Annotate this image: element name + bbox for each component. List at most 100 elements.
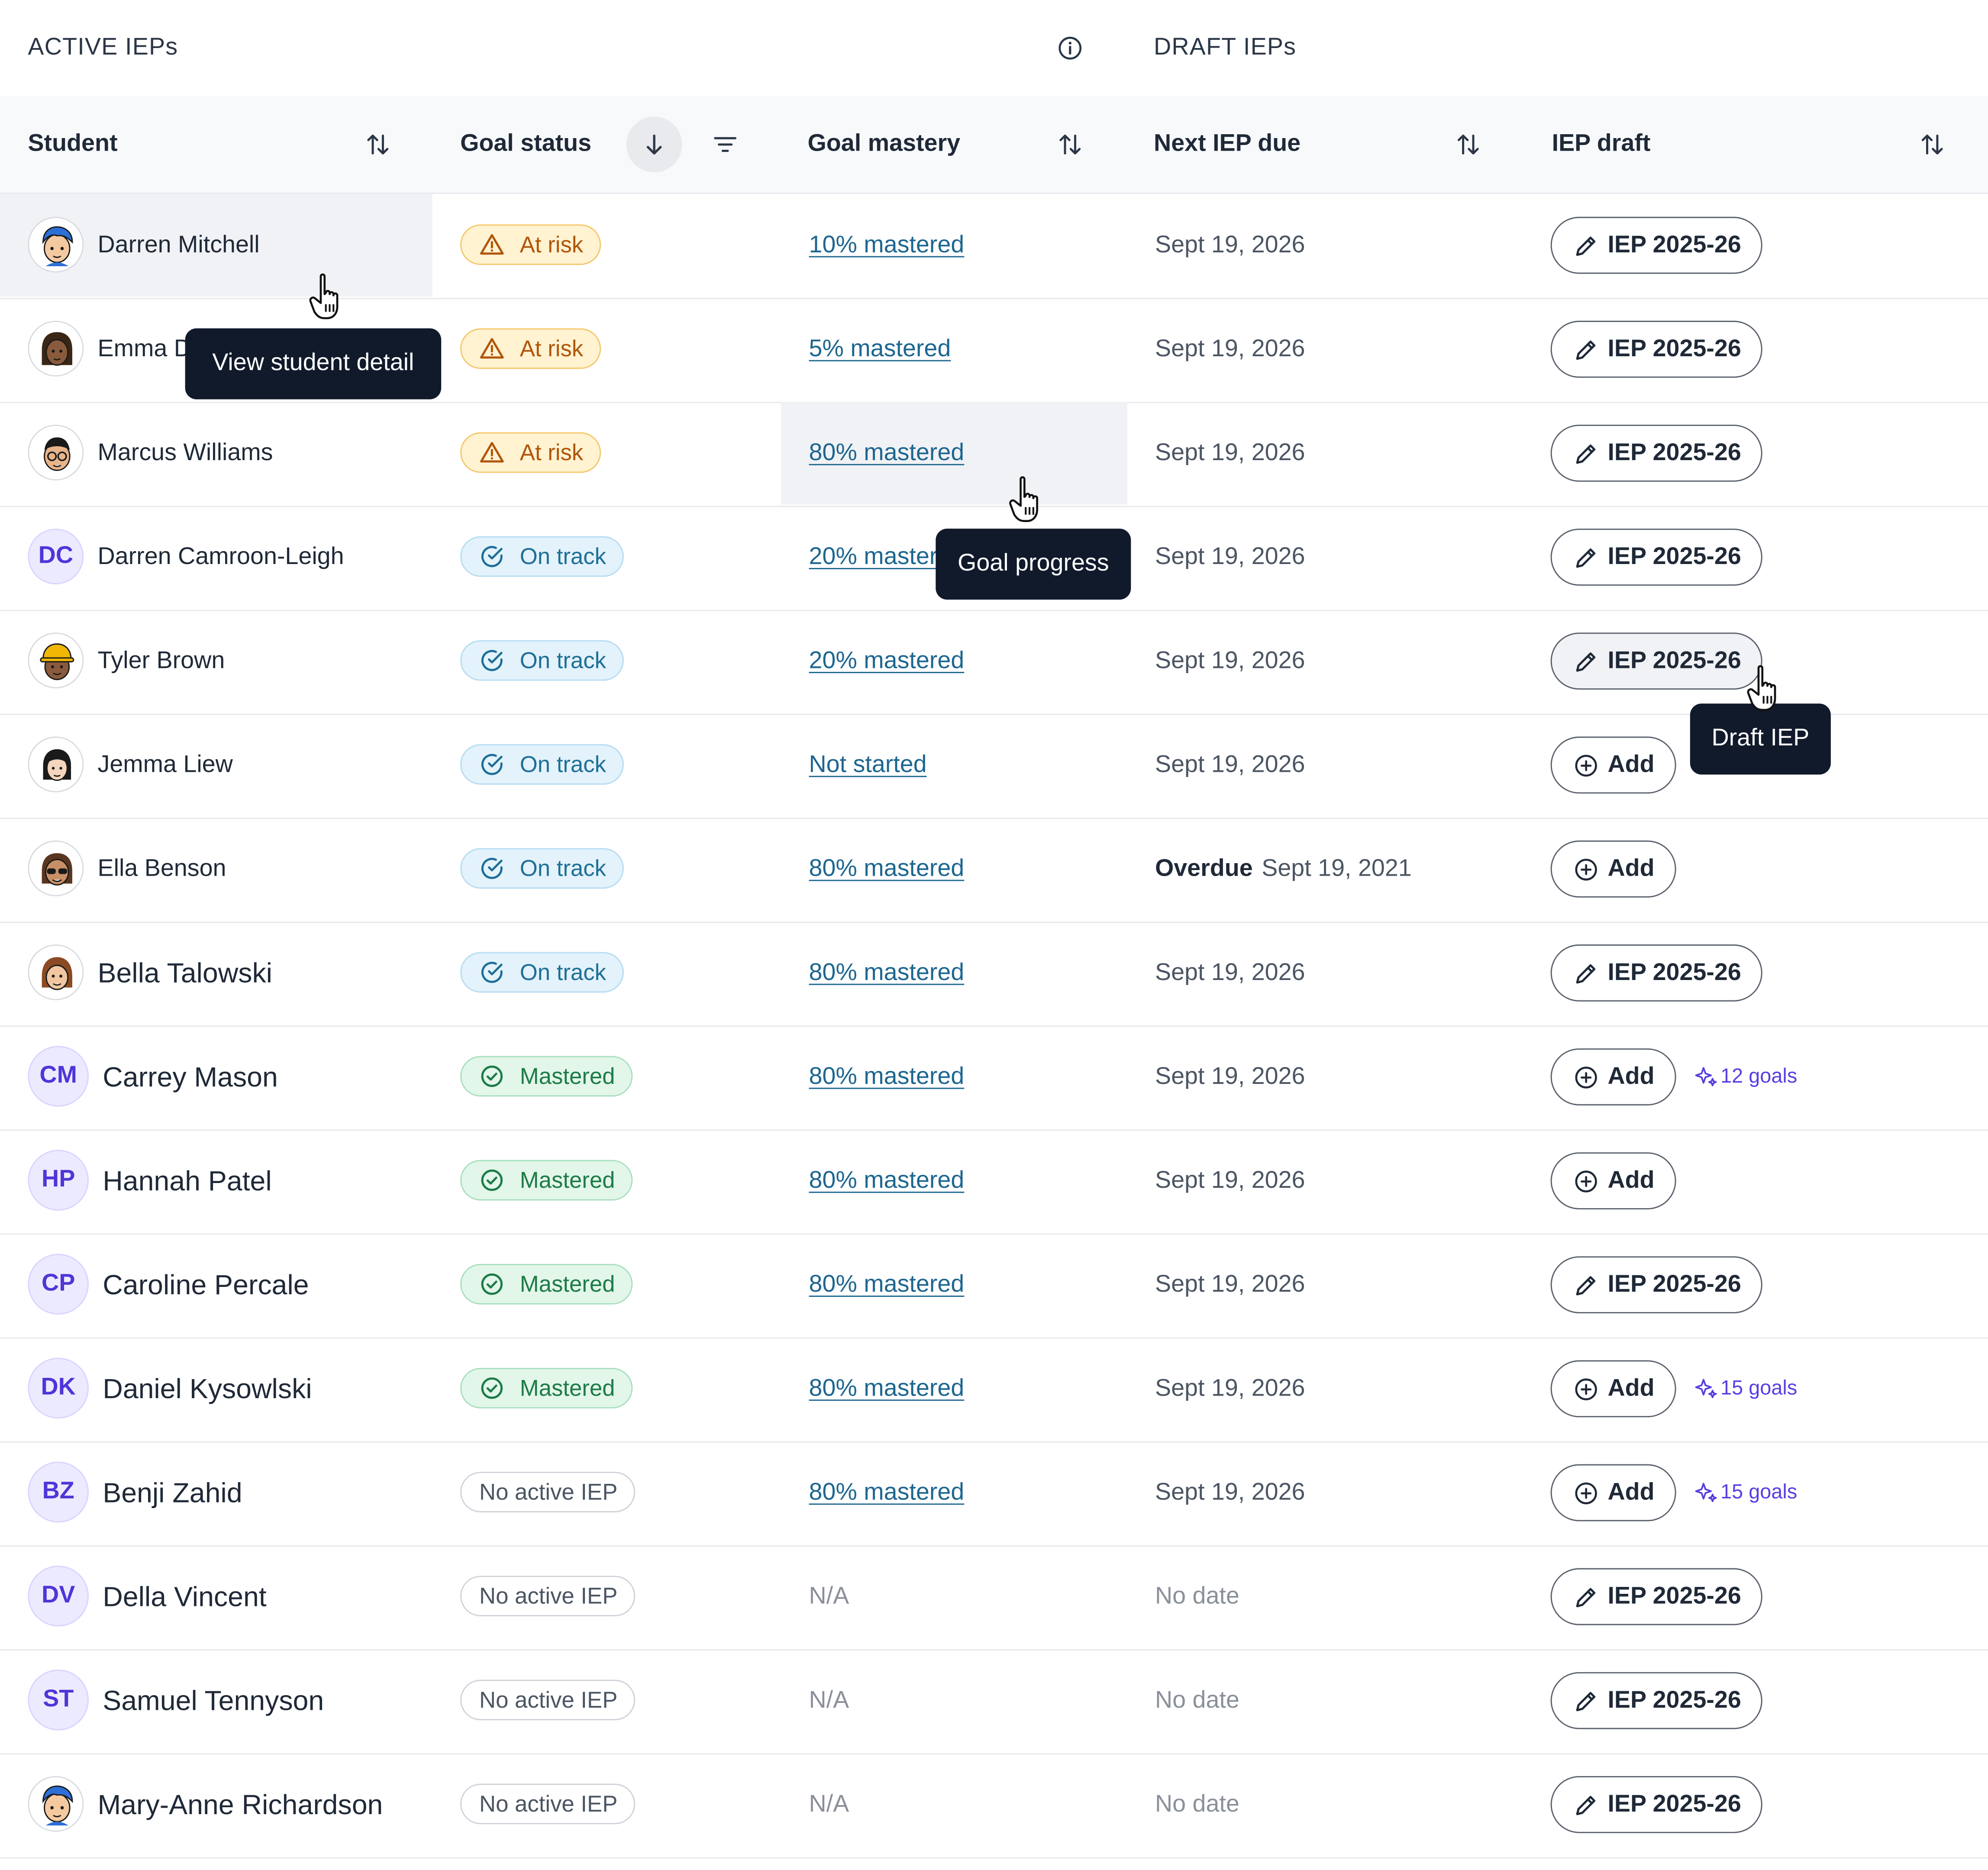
sort-next-iep-due-icon[interactable]	[1450, 127, 1486, 162]
goal-mastery-link[interactable]: 5% mastered	[809, 335, 951, 362]
student-name-link[interactable]: Ella Benson	[97, 855, 226, 882]
goal-mastery-link[interactable]: 80% mastered	[809, 1270, 965, 1298]
student-name-link[interactable]: Caroline Percale	[103, 1268, 309, 1300]
student-name-link[interactable]: Darren Camroon-Leigh	[97, 543, 344, 570]
goal-mastery-link[interactable]: 20% mastered	[809, 647, 965, 674]
goal-status-badge: Mastered	[460, 1264, 633, 1305]
add-iep-draft-button[interactable]: Add	[1550, 1048, 1676, 1106]
goal-mastery-link[interactable]: 20% master	[809, 543, 938, 570]
add-iep-draft-button[interactable]: Add	[1550, 1360, 1676, 1418]
next-iep-due: No date	[1155, 1686, 1239, 1714]
student-name-link[interactable]: Mary-Anne Richardson	[97, 1788, 383, 1820]
goal-mastery-link[interactable]: 80% mastered	[809, 1375, 965, 1402]
add-iep-draft-button[interactable]: Add	[1550, 1464, 1676, 1522]
iep-draft-button[interactable]: IEP 2025-26	[1550, 632, 1763, 690]
pencil-icon	[1573, 1584, 1599, 1609]
goal-mastery-link[interactable]: 80% mastered	[809, 959, 965, 986]
table-row[interactable]: Jemma Liew On track Not started Sept 19, 20…	[0, 714, 1988, 819]
iep-draft-button[interactable]: IEP 2025-26	[1550, 425, 1763, 482]
pencil-icon	[1573, 337, 1599, 362]
filter-icon[interactable]	[707, 127, 743, 162]
goal-mastery-link[interactable]: 80% mastered	[809, 1063, 965, 1090]
info-icon[interactable]	[1057, 35, 1083, 61]
table-row[interactable]: BZ Benji Zahid No active IEP 80% mastered Se…	[0, 1441, 1988, 1547]
table-row[interactable]: DK Daniel Kysowlski Mastered 80% mastered Se…	[0, 1338, 1988, 1443]
goal-mastery-link[interactable]: 10% mastered	[809, 231, 965, 258]
hand-cursor-icon	[1009, 474, 1052, 525]
iep-draft-button[interactable]: IEP 2025-26	[1550, 529, 1763, 586]
goal-mastery-link[interactable]: 80% mastered	[809, 855, 965, 882]
warning-triangle-icon	[479, 336, 505, 361]
goals-count: 15 goals	[1720, 1481, 1798, 1503]
goal-status-label: No active IEP	[479, 1583, 618, 1608]
table-row[interactable]: CM Carrey Mason Mastered 80% mastered Sept 1…	[0, 1025, 1988, 1131]
avatar: ST	[28, 1669, 89, 1731]
student-name-link[interactable]: Bella Talowski	[97, 956, 273, 988]
student-name-link[interactable]: Emma D	[97, 335, 191, 362]
table-row[interactable]: DC Darren Camroon-Leigh On track 20% master…	[0, 506, 1988, 611]
next-iep-due: No date	[1155, 1790, 1239, 1818]
goal-status-label: On track	[520, 543, 606, 569]
goal-mastery-link[interactable]: 80% mastered	[809, 439, 965, 466]
plus-circle-icon	[1573, 1064, 1599, 1090]
table-row[interactable]: Mary-Anne Richardson No active IEP N/A No d…	[0, 1753, 1988, 1859]
table-row[interactable]: DV Della Vincent No active IEP N/A No date IE…	[0, 1545, 1988, 1651]
add-iep-draft-button[interactable]: Add	[1550, 736, 1676, 794]
avatar: CM	[28, 1046, 89, 1107]
student-name-link[interactable]: Tyler Brown	[97, 647, 225, 674]
student-name-link[interactable]: Benji Zahid	[103, 1476, 242, 1508]
sort-goal-mastery-icon[interactable]	[1052, 127, 1088, 162]
goal-status-label: No active IEP	[479, 1686, 618, 1712]
iep-draft-button[interactable]: IEP 2025-26	[1550, 320, 1763, 378]
avatar: HP	[28, 1150, 89, 1211]
suggested-goals-link[interactable]: 15 goals	[1694, 1441, 1798, 1544]
pencil-icon	[1573, 545, 1599, 570]
goal-mastery-link[interactable]: 80% mastered	[809, 1479, 965, 1506]
iep-draft-label: Add	[1607, 1479, 1655, 1506]
goal-status-badge: Mastered	[460, 1367, 633, 1409]
add-iep-draft-button[interactable]: Add	[1550, 840, 1676, 898]
iep-draft-button[interactable]: IEP 2025-26	[1550, 1776, 1763, 1833]
warning-triangle-icon	[479, 440, 505, 465]
student-name-link[interactable]: Hannah Patel	[103, 1164, 272, 1196]
plus-circle-icon	[1573, 856, 1599, 882]
iep-draft-label: IEP 2025-26	[1607, 543, 1741, 570]
goal-status-badge: At risk	[460, 224, 601, 265]
goal-mastery-link[interactable]: Not started	[809, 751, 927, 778]
iep-draft-button[interactable]: IEP 2025-26	[1550, 1256, 1763, 1314]
table-row[interactable]: Tyler Brown On track 20% mastered Sept 19, …	[0, 610, 1988, 715]
goal-status-label: At risk	[520, 231, 584, 257]
check-circle-icon	[479, 856, 505, 881]
suggested-goals-link[interactable]: 15 goals	[1694, 1338, 1797, 1440]
student-name-link[interactable]: Marcus Williams	[97, 439, 273, 466]
sort-iep-draft-icon[interactable]	[1914, 127, 1950, 162]
table-row[interactable]: CP Caroline Percale Mastered 80% mastered Se…	[0, 1234, 1988, 1339]
table-row[interactable]: Marcus Williams At risk 80% mastered Sept 1…	[0, 402, 1988, 507]
table-row[interactable]: Ella Benson On track 80% mastered Overdue Se…	[0, 818, 1988, 923]
pencil-icon	[1573, 1272, 1599, 1298]
suggested-goals-link[interactable]: 12 goals	[1694, 1025, 1797, 1128]
iep-draft-button[interactable]: IEP 2025-26	[1550, 1568, 1763, 1625]
check-circle-icon	[479, 544, 505, 569]
sort-student-icon[interactable]	[360, 127, 396, 162]
goal-mastery-link[interactable]: 80% mastered	[809, 1167, 965, 1194]
student-name-link[interactable]: Daniel Kysowlski	[103, 1372, 312, 1404]
table-row[interactable]: ST Samuel Tennyson No active IEP N/A No date…	[0, 1649, 1988, 1755]
table-row[interactable]: Bella Talowski On track 80% mastered Sept 1…	[0, 922, 1988, 1027]
iep-draft-button[interactable]: IEP 2025-26	[1550, 216, 1763, 274]
student-name-link[interactable]: Carrey Mason	[103, 1060, 278, 1092]
student-name-link[interactable]: Darren Mitchell	[97, 231, 260, 258]
add-iep-draft-button[interactable]: Add	[1550, 1152, 1676, 1209]
table-row[interactable]: Darren Mitchell At risk 10% mastered Sept 1…	[0, 194, 1988, 300]
table-row[interactable]: HP Hannah Patel Mastered 80% mastered Sept 1…	[0, 1129, 1988, 1235]
iep-draft-button[interactable]: IEP 2025-26	[1550, 944, 1763, 1002]
iep-draft-button[interactable]: IEP 2025-26	[1550, 1672, 1763, 1729]
sort-goal-status-descending-icon[interactable]	[626, 116, 682, 173]
student-name-link[interactable]: Jemma Liew	[97, 751, 233, 778]
goal-status-badge: No active IEP	[460, 1680, 636, 1721]
student-name-link[interactable]: Samuel Tennyson	[103, 1684, 324, 1716]
table-header: Student Goal status Goal mastery Next IE…	[0, 96, 1988, 194]
student-name-link[interactable]: Della Vincent	[103, 1580, 267, 1612]
tooltip-draft-iep: Draft IEP	[1690, 703, 1831, 775]
